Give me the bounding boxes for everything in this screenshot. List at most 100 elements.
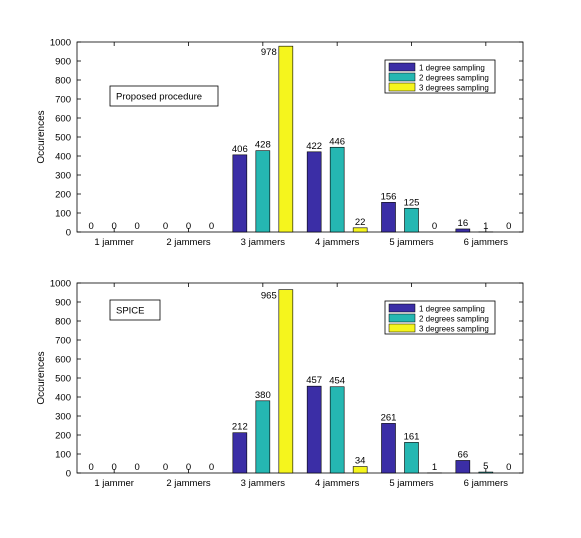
- bar: [352, 466, 368, 474]
- bar: [306, 151, 322, 233]
- data-label: 965: [261, 291, 277, 302]
- y-tick-label: 1000: [50, 279, 71, 290]
- legend-label: 3 degrees sampling: [419, 325, 489, 334]
- x-tick-label: 3 jammers: [241, 237, 286, 248]
- data-label: 0: [432, 221, 437, 232]
- x-tick-label: 5 jammers: [389, 478, 434, 489]
- y-tick-label: 1000: [50, 38, 71, 49]
- legend-label: 2 degrees sampling: [419, 315, 489, 324]
- x-tick-label: 4 jammers: [315, 237, 360, 248]
- data-label: 16: [458, 218, 469, 229]
- annotation-box: [109, 85, 219, 107]
- x-tick-label: 1 jammer: [94, 478, 134, 489]
- y-tick-label: 600: [55, 355, 71, 366]
- y-tick-label: 700: [55, 336, 71, 347]
- bar: [255, 400, 271, 474]
- legend-swatch: [388, 72, 416, 82]
- y-tick-label: 0: [66, 228, 71, 239]
- data-label: 1: [432, 462, 437, 473]
- data-label: 0: [506, 462, 511, 473]
- data-label: 0: [89, 462, 94, 473]
- data-label: 454: [329, 376, 345, 387]
- bar: [352, 227, 368, 233]
- y-tick-label: 700: [55, 95, 71, 106]
- y-tick-label: 800: [55, 317, 71, 328]
- legend-swatch: [388, 82, 416, 92]
- x-tick-label: 3 jammers: [241, 478, 286, 489]
- data-label: 422: [306, 141, 322, 152]
- data-label: 0: [135, 462, 140, 473]
- data-label: 22: [355, 217, 366, 228]
- data-label: 125: [404, 197, 420, 208]
- x-tick-label: 5 jammers: [389, 237, 434, 248]
- bar: [455, 460, 471, 474]
- bar: [306, 385, 322, 474]
- y-tick-label: 0: [66, 469, 71, 480]
- data-label: 212: [232, 422, 248, 433]
- legend-label: 1 degree sampling: [419, 305, 485, 314]
- data-label: 457: [306, 375, 322, 386]
- data-label: 0: [163, 221, 168, 232]
- data-label: 978: [261, 47, 277, 58]
- bar: [232, 432, 248, 474]
- bar: [404, 442, 419, 474]
- data-label: 0: [163, 462, 168, 473]
- data-label: 156: [381, 191, 397, 202]
- x-tick-label: 4 jammers: [315, 478, 360, 489]
- data-label: 428: [255, 140, 271, 151]
- data-label: 0: [506, 221, 511, 232]
- data-label: 261: [381, 412, 397, 423]
- y-tick-label: 400: [55, 393, 71, 404]
- y-tick-label: 300: [55, 412, 71, 423]
- data-label: 0: [209, 462, 214, 473]
- x-tick-label: 2 jammers: [166, 237, 211, 248]
- bar: [404, 207, 419, 233]
- y-tick-label: 100: [55, 450, 71, 461]
- y-tick-label: 900: [55, 298, 71, 309]
- y-tick-label: 200: [55, 190, 71, 201]
- annotation-text: Proposed procedure: [116, 92, 202, 103]
- y-tick-label: 300: [55, 171, 71, 182]
- legend-swatch: [388, 313, 416, 323]
- bar: [329, 386, 345, 474]
- x-tick-label: 2 jammers: [166, 478, 211, 489]
- bar: [478, 471, 494, 474]
- legend-label: 3 degrees sampling: [419, 84, 489, 93]
- x-tick-label: 1 jammer: [94, 237, 134, 248]
- chart-panel-2: 01002003004005006007008009001000Occurenc…: [36, 279, 524, 489]
- bar: [381, 423, 396, 474]
- data-label: 0: [135, 221, 140, 232]
- data-label: 0: [209, 221, 214, 232]
- legend-swatch: [388, 323, 416, 333]
- data-label: 66: [458, 449, 469, 460]
- data-label: 380: [255, 390, 271, 401]
- data-label: 0: [112, 462, 117, 473]
- y-tick-label: 200: [55, 431, 71, 442]
- annotation-text: SPICE: [116, 306, 145, 317]
- bar: [329, 146, 345, 233]
- y-tick-label: 800: [55, 76, 71, 87]
- data-label: 34: [355, 456, 366, 467]
- bar: [255, 150, 271, 233]
- y-tick-label: 400: [55, 152, 71, 163]
- legend-label: 1 degree sampling: [419, 64, 485, 73]
- y-tick-label: 500: [55, 374, 71, 385]
- y-tick-label: 500: [55, 133, 71, 144]
- x-tick-label: 6 jammers: [464, 237, 509, 248]
- data-label: 0: [186, 462, 191, 473]
- bar: [278, 45, 294, 233]
- legend-swatch: [388, 303, 416, 313]
- y-tick-label: 100: [55, 209, 71, 220]
- chart-panel-1: 01002003004005006007008009001000Occurenc…: [36, 38, 524, 248]
- bar: [278, 289, 294, 474]
- data-label: 406: [232, 144, 248, 155]
- legend-label: 2 degrees sampling: [419, 74, 489, 83]
- data-label: 0: [112, 221, 117, 232]
- y-axis-label: Occurences: [36, 351, 47, 404]
- data-label: 161: [404, 431, 420, 442]
- y-tick-label: 600: [55, 114, 71, 125]
- x-tick-label: 6 jammers: [464, 478, 509, 489]
